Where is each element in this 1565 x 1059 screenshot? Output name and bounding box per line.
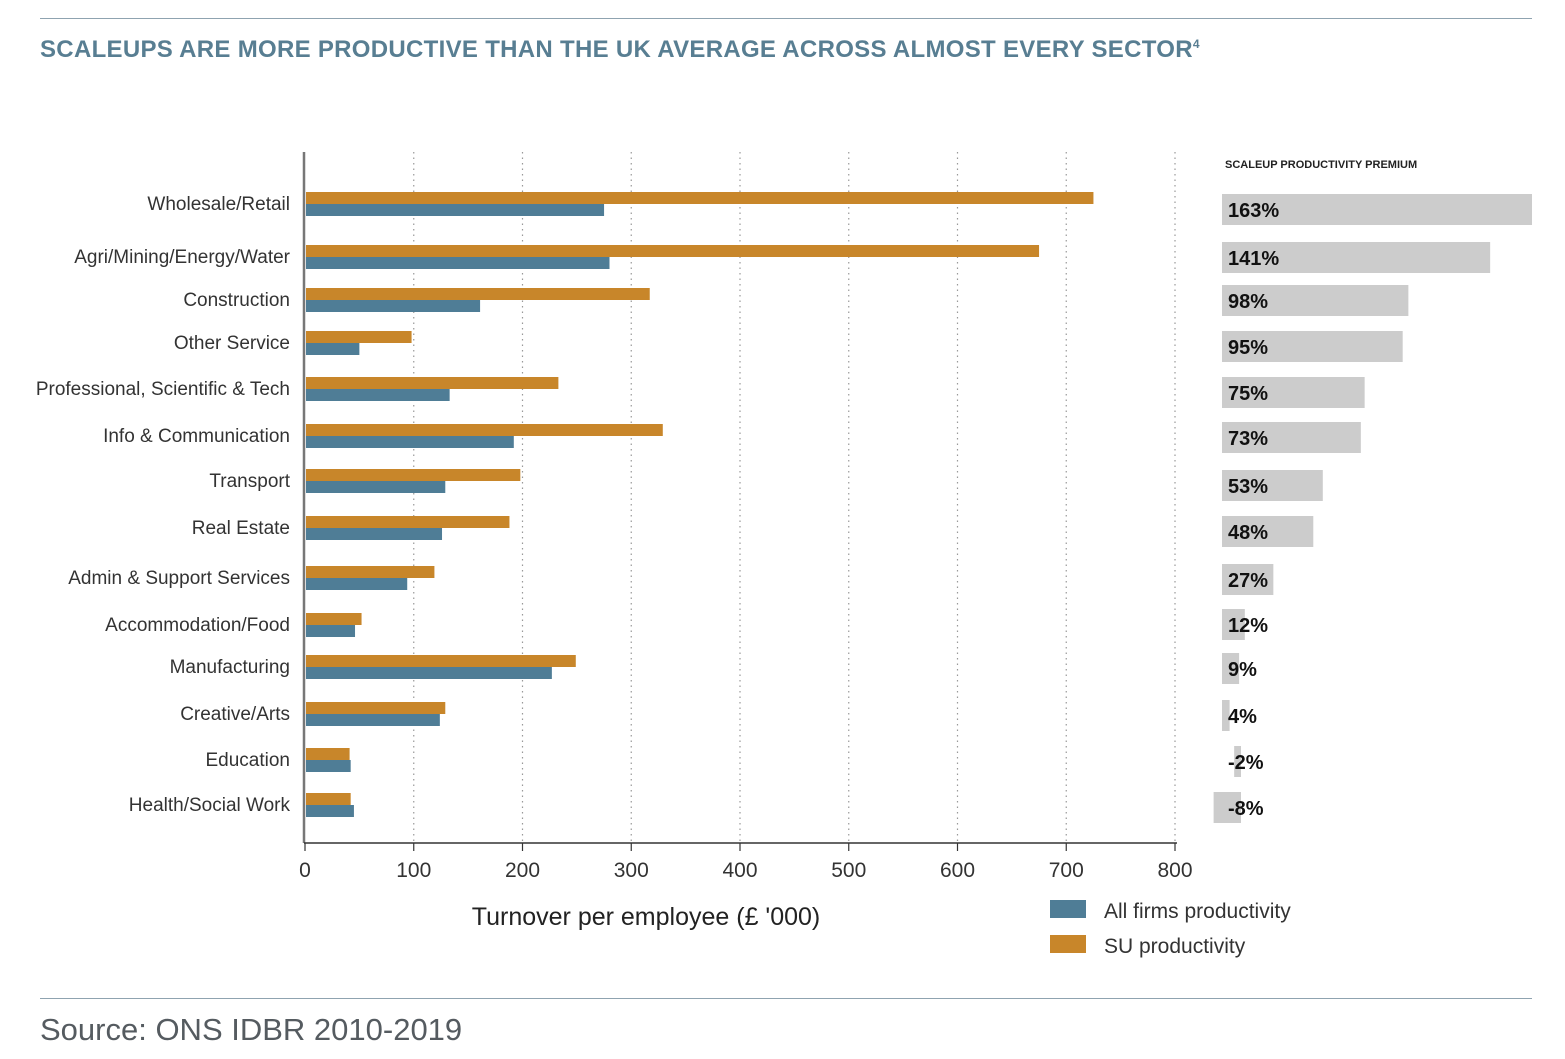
- premium-label: 9%: [1228, 659, 1257, 681]
- x-tick-label: 600: [940, 859, 975, 882]
- premium-bar: [1222, 377, 1365, 408]
- category-label: Manufacturing: [170, 657, 290, 678]
- bar-su: [306, 613, 362, 625]
- bar-su: [306, 516, 510, 528]
- premium-bar: [1222, 470, 1323, 501]
- premium-bar: [1222, 653, 1240, 684]
- premium-label: 4%: [1228, 706, 1257, 728]
- premium-label: -8%: [1228, 798, 1264, 820]
- category-label: Health/Social Work: [129, 795, 291, 816]
- bar-su: [306, 469, 521, 481]
- premium-bar: [1222, 331, 1403, 362]
- premium-bar: [1222, 422, 1361, 453]
- premium-label: 75%: [1228, 383, 1268, 405]
- legend-swatch: [1050, 935, 1086, 953]
- premium-title: SCALEUP PRODUCTIVITY PREMIUM: [1225, 159, 1417, 171]
- premium-bar: [1234, 746, 1241, 777]
- source-note: Source: ONS IDBR 2010-2019: [40, 1012, 463, 1047]
- bar-su: [306, 655, 576, 667]
- title-footnote: 4: [1192, 37, 1200, 51]
- bar-all-firms: [306, 528, 443, 540]
- category-label: Agri/Mining/Energy/Water: [74, 247, 290, 268]
- premium-label: 141%: [1228, 248, 1279, 270]
- bottom-rule: [40, 998, 1532, 999]
- bar-all-firms: [306, 625, 356, 637]
- x-tick-label: 100: [396, 859, 431, 882]
- category-label: Info & Communication: [103, 426, 290, 447]
- bar-all-firms: [306, 257, 610, 269]
- bar-su: [306, 245, 1040, 257]
- x-tick-label: 300: [614, 859, 649, 882]
- bar-su: [306, 331, 412, 343]
- category-label: Wholesale/Retail: [147, 194, 290, 215]
- bar-all-firms: [306, 714, 440, 726]
- chart: 0 100 200 300 400 500 600 700 800 Turnover per em…: [36, 152, 1532, 958]
- legend-label: All firms productivity: [1104, 900, 1291, 923]
- bar-all-firms: [306, 805, 354, 817]
- premium-label: 12%: [1228, 615, 1268, 637]
- x-tick-label: 400: [722, 859, 757, 882]
- title-text: SCALEUPS ARE MORE PRODUCTIVE THAN THE UK…: [40, 36, 1193, 63]
- x-axis-title: Turnover per employee (£ '000): [472, 903, 820, 931]
- bar-all-firms: [306, 667, 552, 679]
- category-label: Construction: [183, 290, 290, 311]
- x-tick-label: 500: [831, 859, 866, 882]
- premium-label: 48%: [1228, 522, 1268, 544]
- premium-label: 163%: [1228, 200, 1279, 222]
- premium-bar: [1222, 700, 1230, 731]
- category-label: Education: [205, 750, 290, 771]
- bar-all-firms: [306, 343, 360, 355]
- premium-bar: [1222, 516, 1314, 547]
- bar-all-firms: [306, 436, 514, 448]
- premium-label: 27%: [1228, 570, 1268, 592]
- bar-all-firms: [306, 481, 446, 493]
- bar-all-firms: [306, 300, 481, 312]
- legend-swatch: [1050, 900, 1086, 918]
- bar-all-firms: [306, 760, 351, 772]
- bar-all-firms: [306, 578, 408, 590]
- premium-label: -2%: [1228, 752, 1264, 774]
- premium-label: 95%: [1228, 337, 1268, 359]
- bar-su: [306, 192, 1094, 204]
- category-label: Other Service: [174, 333, 290, 354]
- category-label: Transport: [209, 471, 290, 492]
- premium-label: 73%: [1228, 428, 1268, 450]
- bar-su: [306, 424, 663, 436]
- x-tick-label: 700: [1049, 859, 1084, 882]
- bar-all-firms: [306, 204, 605, 216]
- bar-su: [306, 748, 350, 760]
- x-tick-label: 800: [1157, 859, 1192, 882]
- bar-su: [306, 566, 435, 578]
- category-label: Real Estate: [192, 518, 290, 539]
- category-label: Admin & Support Services: [68, 568, 290, 589]
- chart-title: SCALEUPS ARE MORE PRODUCTIVE THAN THE UK…: [40, 36, 1200, 64]
- premium-bar: [1222, 242, 1491, 273]
- category-label: Accommodation/Food: [105, 615, 290, 636]
- category-label: Creative/Arts: [180, 704, 290, 725]
- x-tick-label: 200: [505, 859, 540, 882]
- bar-su: [306, 793, 351, 805]
- bar-su: [306, 288, 650, 300]
- top-rule: [40, 18, 1532, 19]
- bar-su: [306, 377, 559, 389]
- premium-bar: [1222, 194, 1532, 225]
- category-label: Professional, Scientific & Tech: [36, 379, 290, 400]
- premium-bar: [1213, 792, 1241, 823]
- premium-bar: [1222, 564, 1274, 595]
- legend-label: SU productivity: [1104, 935, 1246, 958]
- premium-label: 53%: [1228, 476, 1268, 498]
- premium-label: 98%: [1228, 291, 1268, 313]
- bar-all-firms: [306, 389, 450, 401]
- premium-bar: [1222, 609, 1245, 640]
- x-tick-label: 0: [299, 859, 311, 882]
- premium-bar: [1222, 285, 1409, 316]
- bar-su: [306, 702, 446, 714]
